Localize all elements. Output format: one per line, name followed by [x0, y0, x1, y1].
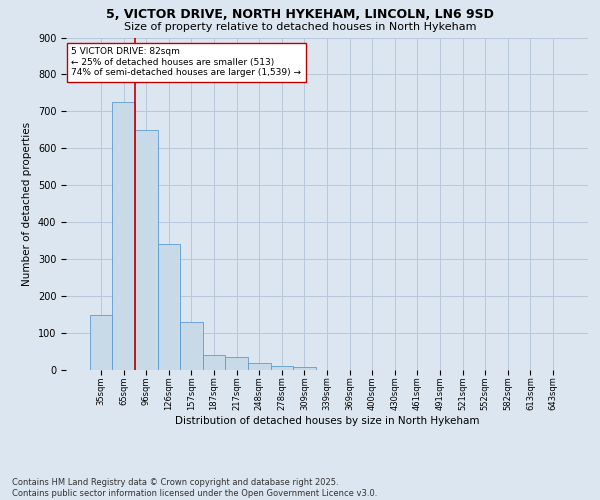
Text: 5, VICTOR DRIVE, NORTH HYKEHAM, LINCOLN, LN6 9SD: 5, VICTOR DRIVE, NORTH HYKEHAM, LINCOLN,…	[106, 8, 494, 20]
Bar	[203, 355, 226, 370]
Bar	[248, 362, 271, 370]
Text: Size of property relative to detached houses in North Hykeham: Size of property relative to detached ho…	[124, 22, 476, 32]
Text: 5 VICTOR DRIVE: 82sqm
← 25% of detached houses are smaller (513)
74% of semi-det: 5 VICTOR DRIVE: 82sqm ← 25% of detached …	[71, 48, 301, 78]
Bar	[90, 314, 112, 370]
Bar	[180, 322, 203, 370]
Bar	[112, 102, 135, 370]
Bar	[226, 357, 248, 370]
Bar	[271, 366, 293, 370]
Bar	[293, 367, 316, 370]
Bar	[135, 130, 158, 370]
Text: Contains HM Land Registry data © Crown copyright and database right 2025.
Contai: Contains HM Land Registry data © Crown c…	[12, 478, 377, 498]
X-axis label: Distribution of detached houses by size in North Hykeham: Distribution of detached houses by size …	[175, 416, 479, 426]
Y-axis label: Number of detached properties: Number of detached properties	[22, 122, 32, 286]
Bar	[158, 244, 180, 370]
